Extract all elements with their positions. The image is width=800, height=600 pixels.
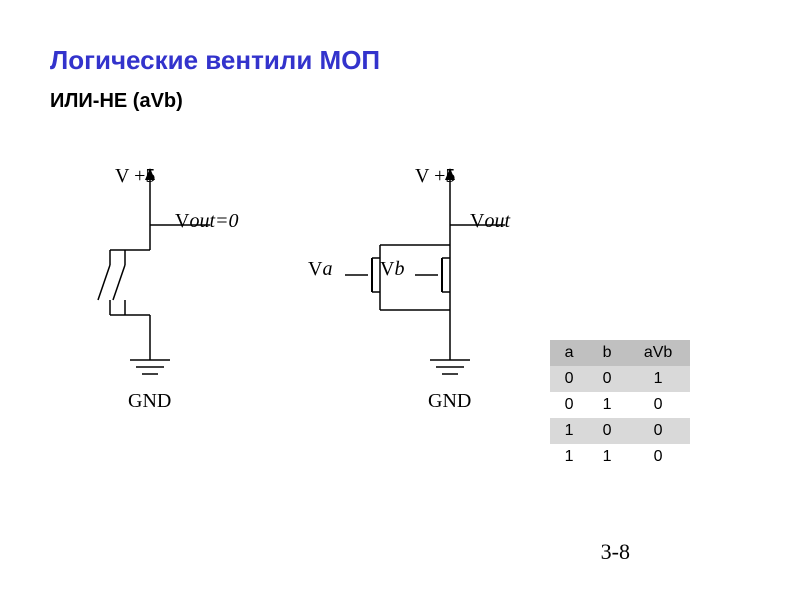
table-cell: 0 xyxy=(588,418,626,444)
table-cell: 1 xyxy=(550,418,588,444)
table-cell: 1 xyxy=(550,444,588,470)
table-header-b: b xyxy=(588,340,626,366)
table-cell: 1 xyxy=(588,444,626,470)
va-label: Va xyxy=(308,258,332,281)
table-row: 0 0 1 xyxy=(550,366,690,392)
page-number: 3-8 xyxy=(601,539,630,565)
vout-eq0-label: Vout=0 xyxy=(175,210,239,233)
table-cell: 0 xyxy=(626,444,690,470)
page-title: Логические вентили МОП xyxy=(50,45,380,76)
v-plus5-left-label: V +5 xyxy=(115,165,155,188)
table-row: 0 1 0 xyxy=(550,392,690,418)
table-cell: 0 xyxy=(550,366,588,392)
vout-label: Vout xyxy=(470,210,510,233)
table-cell: 0 xyxy=(626,418,690,444)
table-cell: 0 xyxy=(550,392,588,418)
page-subtitle: ИЛИ-НЕ (aVb) xyxy=(50,90,183,113)
circuit-diagram: V +5 V +5 Vout=0 Vout Va Vb GND GND xyxy=(50,150,550,440)
table-header-avb: aVb xyxy=(626,340,690,366)
gnd-left-label: GND xyxy=(128,390,171,413)
table-cell: 0 xyxy=(626,392,690,418)
table-cell: 1 xyxy=(588,392,626,418)
gnd-right-label: GND xyxy=(428,390,471,413)
truth-table: a b aVb 0 0 1 0 1 0 1 0 0 1 1 0 xyxy=(550,340,690,470)
table-row: 1 1 0 xyxy=(550,444,690,470)
table-cell: 0 xyxy=(588,366,626,392)
table-header-row: a b aVb xyxy=(550,340,690,366)
vb-label: Vb xyxy=(380,258,404,281)
table-cell: 1 xyxy=(626,366,690,392)
table-row: 1 0 0 xyxy=(550,418,690,444)
circuit-svg xyxy=(50,150,550,440)
table-header-a: a xyxy=(550,340,588,366)
v-plus5-right-label: V +5 xyxy=(415,165,455,188)
